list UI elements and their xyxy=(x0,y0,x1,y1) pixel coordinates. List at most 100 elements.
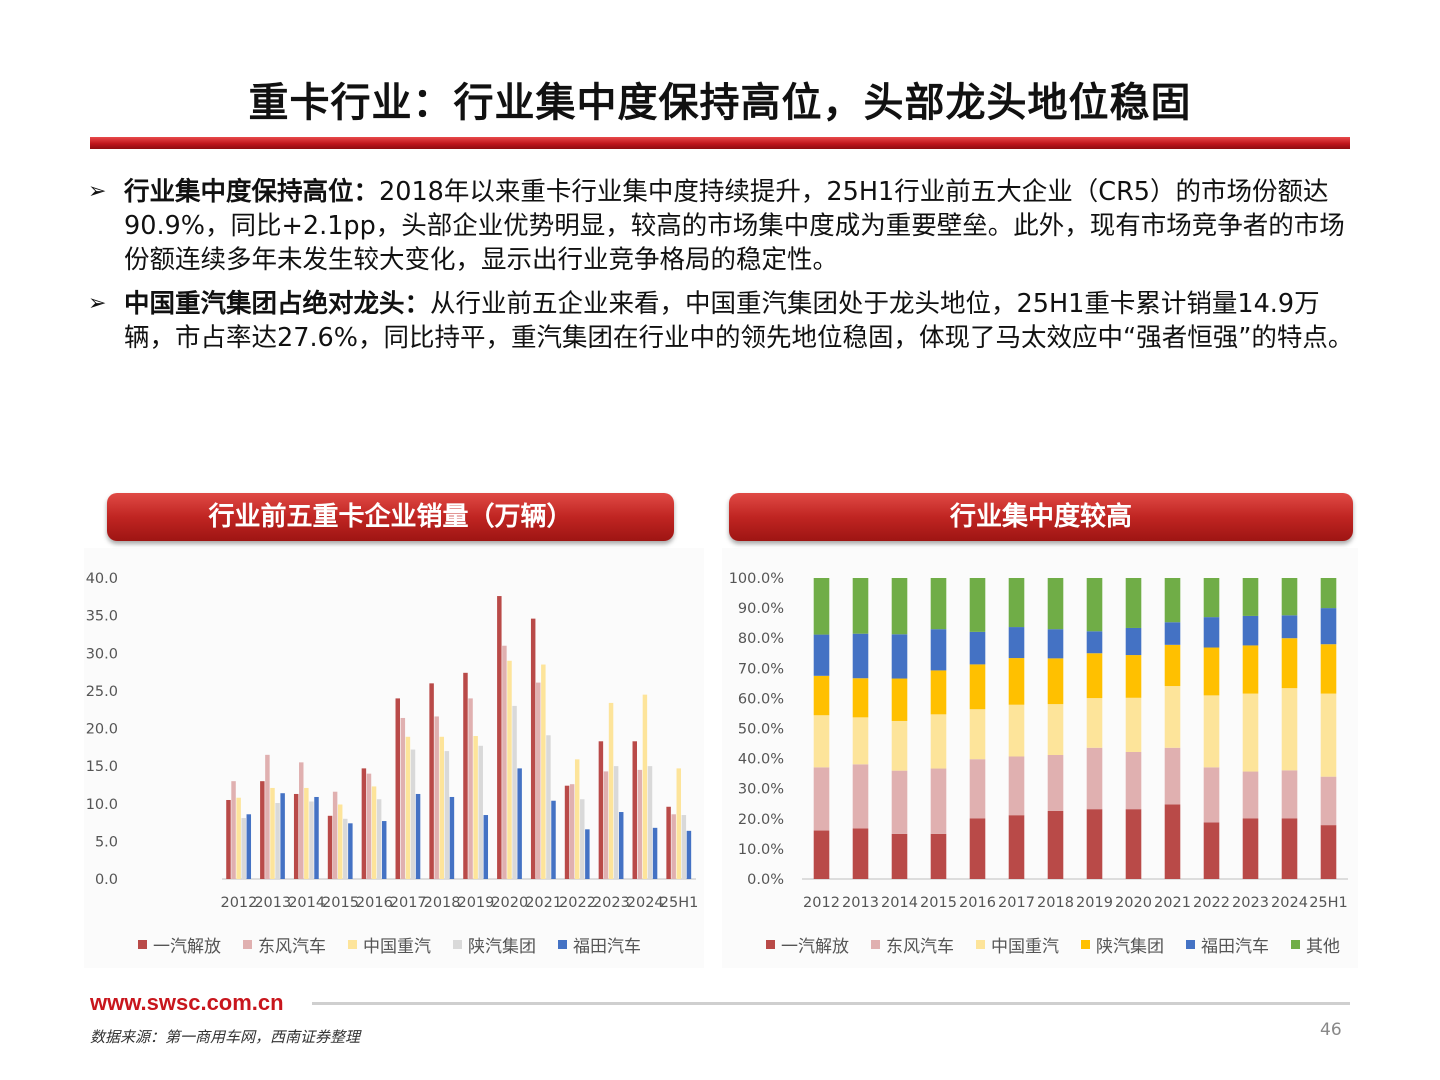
x-tick-label: 2024 xyxy=(627,895,664,911)
bar xyxy=(647,766,653,879)
legend-swatch xyxy=(453,940,462,949)
stacked-bar-segment xyxy=(1203,578,1220,618)
stacked-bar-segment xyxy=(813,675,830,716)
x-tick-label: 2020 xyxy=(1115,895,1152,911)
data-source-note: 数据来源：第一商用车网，西南证券整理 xyxy=(90,1028,361,1046)
stacked-bar-segment xyxy=(1086,698,1103,748)
bar xyxy=(400,717,406,879)
bar xyxy=(681,815,687,879)
stacked-bar-segment xyxy=(813,634,830,676)
bar xyxy=(585,829,590,879)
stacked-bar-segment xyxy=(1164,622,1181,645)
y-tick-label: 0.0% xyxy=(747,872,784,888)
stacked-bar-segment xyxy=(1047,578,1064,630)
x-tick-label: 2023 xyxy=(1232,895,1269,911)
y-tick-label: 100.0% xyxy=(729,571,784,587)
bar xyxy=(580,799,585,879)
stacked-bar-segment xyxy=(1281,615,1298,639)
legend-swatch xyxy=(766,940,775,949)
y-tick-label: 80.0% xyxy=(738,631,784,647)
x-tick-label: 2016 xyxy=(356,895,393,911)
stacked-bar-segment xyxy=(969,818,986,879)
stacked-bar-segment xyxy=(813,715,830,768)
bar xyxy=(686,830,692,879)
stacked-bar-segment xyxy=(1047,658,1064,705)
stacked-bar-segment xyxy=(1281,688,1298,771)
y-tick-label: 40.0% xyxy=(738,752,784,768)
bar xyxy=(366,773,372,879)
stacked-bar-segment xyxy=(969,578,986,632)
legend-label: 中国重汽 xyxy=(991,937,1059,957)
y-tick-label: 50.0% xyxy=(738,722,784,738)
sales-chart-title: 行业前五重卡企业销量（万辆） xyxy=(107,493,674,541)
stacked-bar-segment xyxy=(1047,629,1064,659)
footer-url[interactable]: www.swsc.com.cn xyxy=(90,990,284,1015)
bar xyxy=(395,698,400,879)
legend-item: 东风汽车 xyxy=(243,932,326,957)
bar xyxy=(541,664,546,879)
share-chart-title: 行业集中度较高 xyxy=(729,493,1353,541)
bar xyxy=(304,787,309,879)
stacked-bar-segment xyxy=(1242,693,1259,772)
stacked-bar-segment xyxy=(1008,578,1025,628)
stacked-bar-segment xyxy=(891,720,908,771)
stacked-bar-segment xyxy=(1164,747,1181,805)
x-tick-label: 2022 xyxy=(559,895,596,911)
bullet-item: ➢ 行业集中度保持高位：2018年以来重卡行业集中度持续提升，25H1行业前五大… xyxy=(88,175,1358,277)
bar xyxy=(483,815,489,879)
stacked-bar-segment xyxy=(852,633,869,679)
y-tick-label: 10.0 xyxy=(86,797,118,813)
x-tick-label: 2013 xyxy=(842,895,879,911)
stacked-bar-segment xyxy=(1320,693,1337,777)
y-tick-label: 35.0 xyxy=(86,609,118,625)
y-tick-label: 10.0% xyxy=(738,842,784,858)
stacked-bar-segment xyxy=(1047,754,1064,811)
bar xyxy=(632,741,637,879)
page-number: 46 xyxy=(1320,1020,1342,1040)
stacked-bar-segment xyxy=(969,631,986,665)
legend-item: 一汽解放 xyxy=(766,932,849,957)
bar xyxy=(280,793,285,879)
stacked-bar-segment xyxy=(1320,644,1337,694)
sales-bar-chart: 0.05.010.015.020.025.030.035.040.0201220… xyxy=(86,571,699,911)
stacked-bar-segment xyxy=(1164,644,1181,687)
bar xyxy=(551,800,556,879)
y-tick-label: 70.0% xyxy=(738,661,784,677)
bar xyxy=(439,736,445,879)
stacked-bar-segment xyxy=(930,670,947,715)
stacked-bar-segment xyxy=(930,833,947,879)
bar xyxy=(468,698,473,879)
legend-swatch xyxy=(871,940,880,949)
stacked-bar-segment xyxy=(813,830,830,879)
bar xyxy=(410,749,416,879)
legend-swatch xyxy=(1186,940,1195,949)
stacked-bar-segment xyxy=(1203,617,1220,648)
bar xyxy=(517,768,522,879)
x-tick-label: 25H1 xyxy=(660,895,699,911)
x-tick-label: 2012 xyxy=(803,895,840,911)
stacked-bar-segment xyxy=(1242,615,1259,646)
x-tick-label: 25H1 xyxy=(1309,895,1348,911)
stacked-bar-segment xyxy=(1047,810,1064,879)
x-tick-label: 2018 xyxy=(424,895,461,911)
bar xyxy=(536,682,541,879)
stacked-bar-segment xyxy=(1203,822,1220,879)
y-tick-label: 25.0 xyxy=(86,684,118,700)
y-tick-label: 5.0 xyxy=(95,834,118,850)
x-tick-label: 2013 xyxy=(254,895,291,911)
bullet-list: ➢ 行业集中度保持高位：2018年以来重卡行业集中度持续提升，25H1行业前五大… xyxy=(88,175,1358,365)
stacked-bar-segment xyxy=(1086,747,1103,810)
stacked-bar-segment xyxy=(1320,825,1337,879)
legend-label: 一汽解放 xyxy=(153,937,221,957)
stacked-bar-segment xyxy=(1242,818,1259,879)
bar xyxy=(613,766,619,879)
bar xyxy=(564,785,570,879)
bar xyxy=(299,762,304,879)
bar xyxy=(226,799,231,879)
stacked-bar-segment xyxy=(1008,658,1025,705)
x-tick-label: 2020 xyxy=(491,895,528,911)
bar xyxy=(603,771,609,879)
bullet-text: 从行业前五企业来看，中国重汽集团处于龙头地位，25H1重卡累计销量14.9万辆，… xyxy=(124,289,1354,353)
share-stacked-chart: 0.0% 10.0% 20.0% 30.0% 40.0% 50.0% 60.0% 70.0% 8… xyxy=(729,571,1348,911)
bar xyxy=(270,787,275,879)
